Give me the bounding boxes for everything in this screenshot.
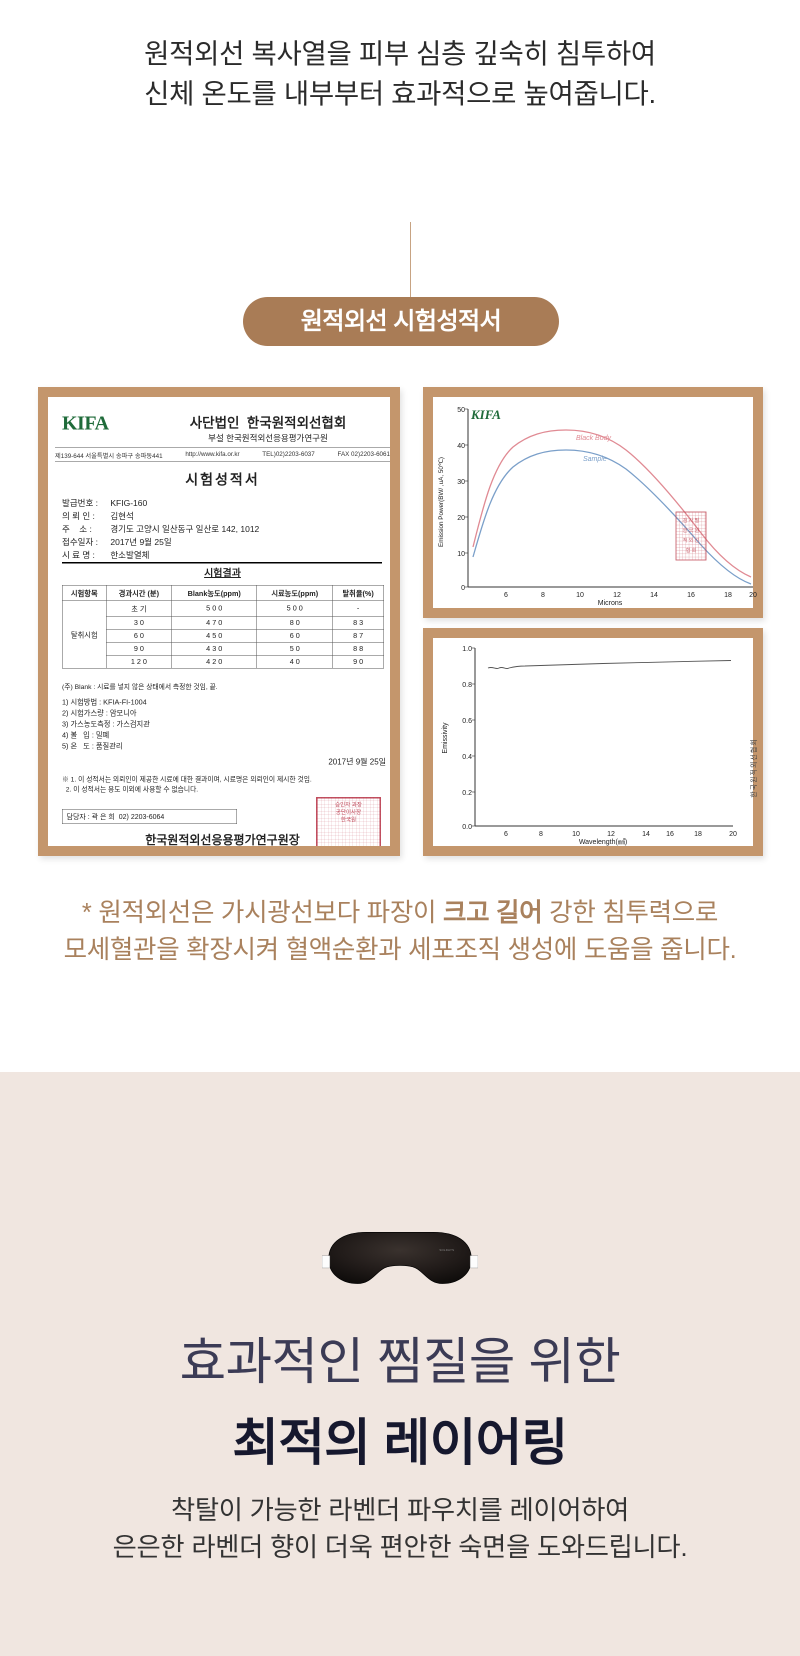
svg-text:0.6: 0.6: [462, 718, 472, 725]
svg-text:0.2: 0.2: [462, 790, 472, 797]
svg-text:16: 16: [666, 831, 674, 838]
svg-text:0.4: 0.4: [462, 754, 472, 761]
svg-text:12: 12: [613, 592, 621, 599]
svg-text:14: 14: [650, 592, 658, 599]
svg-text:1.0: 1.0: [462, 646, 472, 653]
svg-text:18: 18: [694, 831, 702, 838]
svg-text:10: 10: [572, 831, 580, 838]
svg-text:적 외 선: 적 외 선: [683, 537, 700, 544]
svg-text:협 회: 협 회: [686, 547, 697, 554]
svg-text:검 사 필: 검 사 필: [683, 517, 700, 524]
svg-text:SOLDAYS: SOLDAYS: [439, 1248, 454, 1252]
svg-text:8: 8: [541, 592, 545, 599]
svg-text:20: 20: [749, 592, 757, 599]
svg-text:8: 8: [539, 831, 543, 838]
svg-text:30: 30: [457, 479, 465, 486]
svg-text:14: 14: [642, 831, 650, 838]
svg-text:Sample: Sample: [583, 456, 607, 463]
svg-text:6: 6: [504, 592, 508, 599]
svg-text:한국원적외선협회: 한국원적외선협회: [749, 738, 758, 798]
svg-text:6: 6: [504, 831, 508, 838]
svg-text:16: 16: [687, 592, 695, 599]
svg-text:Emission Power(BW/ ,uA, 50℃): Emission Power(BW/ ,uA, 50℃): [438, 457, 445, 547]
svg-text:한 국 원: 한 국 원: [683, 527, 700, 534]
svg-text:12: 12: [607, 831, 615, 838]
svg-text:KIFA: KIFA: [470, 407, 501, 422]
svg-text:Wavelength(㎣): Wavelength(㎣): [579, 837, 627, 846]
svg-text:Emissivity: Emissivity: [442, 722, 449, 754]
svg-text:40: 40: [457, 443, 465, 450]
svg-text:0.0: 0.0: [462, 824, 472, 831]
svg-text:10: 10: [457, 551, 465, 558]
svg-text:20: 20: [457, 515, 465, 522]
svg-text:10: 10: [576, 592, 584, 599]
svg-text:0: 0: [461, 585, 465, 592]
svg-text:50: 50: [457, 407, 465, 414]
svg-text:Black Body: Black Body: [576, 435, 612, 442]
svg-text:20: 20: [729, 831, 737, 838]
svg-text:0.8: 0.8: [462, 682, 472, 689]
svg-text:18: 18: [724, 592, 732, 599]
svg-text:Microns: Microns: [598, 600, 623, 607]
